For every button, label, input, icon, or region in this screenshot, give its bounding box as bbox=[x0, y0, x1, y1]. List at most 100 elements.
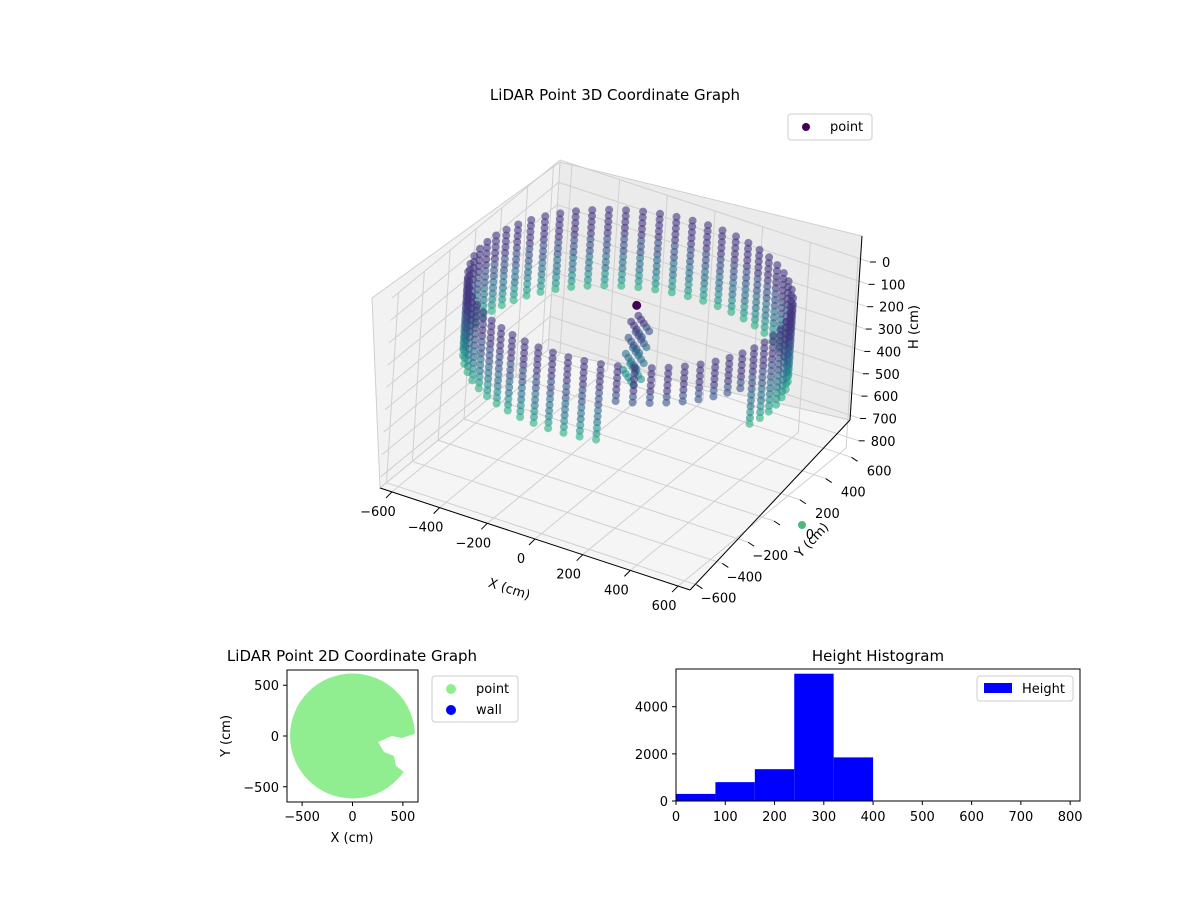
cloud-point bbox=[593, 418, 602, 427]
cloud-point bbox=[572, 207, 580, 216]
axes-frame-hist bbox=[675, 668, 1081, 802]
cloud-point bbox=[480, 284, 489, 293]
cloud-point bbox=[493, 393, 501, 402]
cloud-point bbox=[742, 273, 751, 282]
cloud-point bbox=[499, 272, 508, 281]
cloud-point bbox=[772, 394, 781, 403]
cloud-point bbox=[700, 279, 709, 288]
cloud-point bbox=[545, 406, 554, 415]
cloud-point bbox=[532, 366, 541, 375]
grid-line bbox=[551, 293, 862, 397]
cloud-point bbox=[602, 252, 611, 261]
cloud-point bbox=[680, 374, 689, 383]
cloud-point bbox=[654, 227, 663, 236]
cloud-point bbox=[575, 432, 584, 441]
cloud-point bbox=[725, 359, 734, 368]
cloud-point bbox=[645, 399, 654, 407]
grid-line bbox=[541, 165, 555, 356]
cloud-point bbox=[568, 271, 576, 280]
cloud-point bbox=[504, 400, 513, 409]
cloud-point bbox=[506, 360, 515, 368]
chart-2d: LiDAR Point 2D Coordinate Graph −500 0 500… bbox=[219, 647, 519, 846]
y-tick-label: −500 bbox=[243, 781, 279, 796]
cloud-point bbox=[486, 339, 495, 348]
cloud-point bbox=[481, 272, 490, 281]
cloud-point bbox=[695, 383, 704, 392]
legend-2d-wall-marker bbox=[446, 705, 456, 715]
plot-area-2d bbox=[290, 673, 418, 799]
cloud-point bbox=[714, 290, 723, 299]
cloud-point bbox=[561, 399, 570, 408]
cloud-point bbox=[749, 350, 758, 358]
cloud-point bbox=[489, 278, 498, 286]
cloud-point bbox=[594, 400, 603, 409]
cloud-point bbox=[717, 244, 726, 252]
cloud-point bbox=[760, 338, 769, 347]
cloud-point bbox=[637, 236, 646, 245]
cloud-point bbox=[583, 281, 592, 290]
cloud-point bbox=[630, 363, 639, 372]
cloud-point bbox=[477, 349, 485, 358]
cloud-point bbox=[776, 325, 785, 334]
cloud-point bbox=[523, 274, 532, 283]
cloud-point bbox=[611, 397, 620, 406]
cloud-point bbox=[505, 371, 514, 380]
cloud-point bbox=[646, 381, 655, 390]
cloud-point bbox=[750, 321, 759, 330]
x-tick-mark bbox=[671, 585, 679, 593]
ticks-hist: 0 100 200 300 400 500 600 700 800 0 2000 4000 bbox=[635, 701, 1083, 825]
cloud-point bbox=[472, 318, 480, 327]
grid-line bbox=[437, 250, 451, 441]
cloud-point bbox=[662, 392, 671, 401]
cloud-point bbox=[713, 302, 722, 311]
cloud-point bbox=[685, 269, 694, 277]
cloud-point bbox=[562, 382, 571, 391]
cloud-point bbox=[602, 246, 611, 255]
cloud-point bbox=[536, 287, 545, 296]
cloud-point bbox=[755, 251, 764, 260]
cloud-point bbox=[619, 246, 628, 255]
cloud-point bbox=[495, 353, 504, 361]
cloud-point bbox=[529, 418, 538, 427]
legend-2d-wall-label: wall bbox=[476, 703, 502, 718]
cloud-point bbox=[652, 262, 661, 271]
cloud-point bbox=[491, 248, 500, 257]
z-tick-label: 400 bbox=[876, 345, 901, 360]
cloud-point bbox=[537, 270, 546, 279]
cloud-point bbox=[729, 278, 738, 287]
cloud-point bbox=[497, 301, 506, 310]
cloud-point bbox=[730, 249, 739, 258]
cloud-point bbox=[630, 369, 639, 378]
cloud-point bbox=[520, 349, 529, 358]
x-axis-label-2d: X (cm) bbox=[331, 831, 374, 846]
cloud-point bbox=[748, 373, 757, 382]
cloud-point bbox=[740, 297, 749, 305]
cloud-point bbox=[764, 270, 772, 279]
cloud-point bbox=[672, 212, 681, 221]
cloud-point bbox=[637, 333, 646, 342]
cloud-point bbox=[484, 368, 493, 377]
hist-bars bbox=[676, 673, 874, 801]
y-tick-mark bbox=[825, 478, 832, 483]
cloud-point bbox=[742, 262, 751, 271]
cloud-point bbox=[671, 236, 680, 245]
cloud-point bbox=[469, 353, 478, 362]
cloud-point bbox=[504, 389, 513, 398]
cloud-point bbox=[511, 267, 520, 275]
cloud-point bbox=[600, 275, 609, 284]
cloud-point bbox=[751, 315, 760, 324]
cloud-point bbox=[652, 267, 661, 276]
cloud-point bbox=[613, 373, 622, 382]
cloud-point bbox=[470, 252, 479, 261]
cloud-point bbox=[765, 390, 774, 399]
cloud-point bbox=[774, 360, 783, 368]
y-tick-label: 0 bbox=[806, 528, 814, 543]
cloud-point bbox=[585, 252, 594, 261]
grid-line bbox=[541, 354, 852, 458]
cloud-point bbox=[547, 366, 556, 375]
cloud-point bbox=[555, 215, 564, 224]
cloud-point bbox=[672, 218, 681, 227]
cloud-point bbox=[704, 221, 712, 230]
cloud-point bbox=[760, 328, 769, 337]
